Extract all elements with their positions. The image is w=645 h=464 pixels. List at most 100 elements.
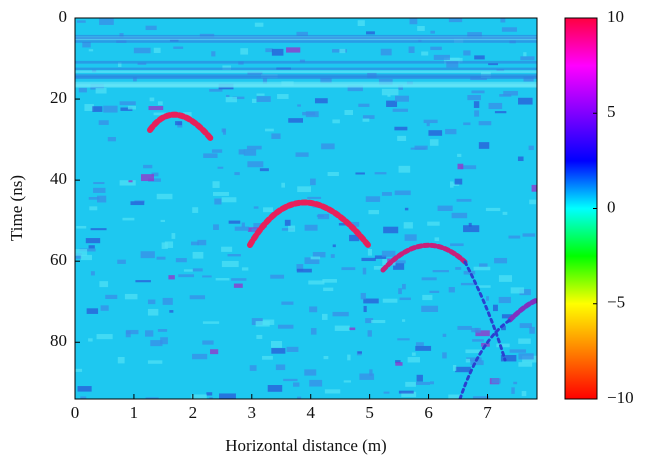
texture: [147, 308, 159, 316]
texture: [259, 168, 269, 172]
texture: [297, 186, 312, 193]
texture: [395, 362, 403, 366]
texture: [467, 95, 481, 101]
texture: [149, 97, 155, 102]
texture: [429, 381, 435, 385]
texture: [307, 196, 322, 199]
texture: [119, 180, 136, 186]
texture: [75, 368, 83, 372]
texture: [382, 298, 398, 303]
texture: [75, 67, 537, 70]
texture: [79, 248, 96, 252]
texture: [380, 48, 392, 56]
texture: [107, 136, 116, 142]
texture: [394, 190, 411, 196]
texture: [192, 353, 208, 360]
texture: [265, 48, 273, 53]
texture: [171, 233, 176, 239]
texture: [334, 325, 350, 331]
texture: [122, 217, 135, 221]
colorbar-tick-label: 0: [607, 197, 616, 216]
texture: [75, 249, 88, 256]
texture: [88, 245, 95, 249]
texture: [232, 96, 245, 100]
texture: [399, 297, 411, 301]
texture: [365, 196, 381, 202]
texture: [416, 374, 423, 382]
texture: [330, 254, 335, 258]
texture: [85, 238, 101, 244]
texture: [355, 172, 365, 175]
texture: [75, 70, 537, 73]
texture: [255, 321, 270, 327]
texture: [523, 76, 534, 82]
texture: [281, 228, 295, 231]
texture: [332, 244, 336, 248]
texture: [349, 221, 360, 227]
texture: [383, 391, 390, 394]
texture: [286, 47, 301, 53]
texture: [402, 283, 406, 290]
x-tick-label: 3: [248, 403, 257, 422]
texture: [314, 98, 328, 104]
texture: [457, 325, 472, 330]
texture: [133, 76, 137, 82]
texture: [407, 357, 421, 363]
texture: [88, 49, 94, 52]
y-tick-label: 0: [59, 7, 68, 26]
texture: [402, 319, 406, 322]
texture: [472, 339, 484, 342]
texture: [474, 327, 481, 333]
texture: [190, 394, 207, 399]
texture: [321, 313, 328, 320]
texture: [455, 366, 471, 373]
texture: [125, 329, 139, 335]
hyperbola: [380, 242, 468, 273]
texture: [357, 351, 362, 354]
texture: [308, 280, 325, 285]
texture: [415, 381, 431, 385]
texture: [88, 338, 93, 342]
texture: [518, 362, 533, 367]
texture: [312, 251, 326, 258]
texture: [117, 62, 122, 67]
texture: [221, 197, 237, 203]
texture: [531, 184, 537, 192]
texture: [192, 207, 199, 213]
texture: [162, 297, 173, 305]
texture: [160, 337, 168, 345]
texture: [471, 90, 485, 94]
texture: [270, 341, 283, 348]
texture: [143, 164, 153, 169]
texture: [213, 224, 219, 230]
texture: [183, 269, 193, 272]
texture: [367, 330, 372, 337]
texture: [362, 118, 370, 122]
texture: [519, 323, 532, 329]
texture: [148, 178, 161, 182]
texture: [297, 104, 301, 107]
texture: [343, 380, 351, 383]
texture: [445, 128, 457, 135]
texture: [421, 277, 437, 281]
texture: [77, 386, 92, 392]
texture: [75, 253, 82, 259]
texture: [503, 90, 518, 96]
texture: [210, 349, 219, 355]
texture: [288, 118, 303, 123]
texture: [84, 104, 94, 111]
texture: [501, 325, 506, 331]
texture: [96, 334, 113, 340]
y-tick-label: 60: [50, 250, 67, 269]
texture: [246, 145, 262, 150]
texture: [522, 233, 536, 237]
texture: [75, 60, 537, 64]
texture: [347, 354, 351, 361]
texture: [463, 50, 471, 56]
texture: [89, 206, 98, 211]
texture: [479, 263, 488, 268]
texture: [478, 142, 490, 149]
texture: [247, 71, 263, 75]
texture: [271, 133, 281, 139]
texture: [78, 87, 87, 93]
